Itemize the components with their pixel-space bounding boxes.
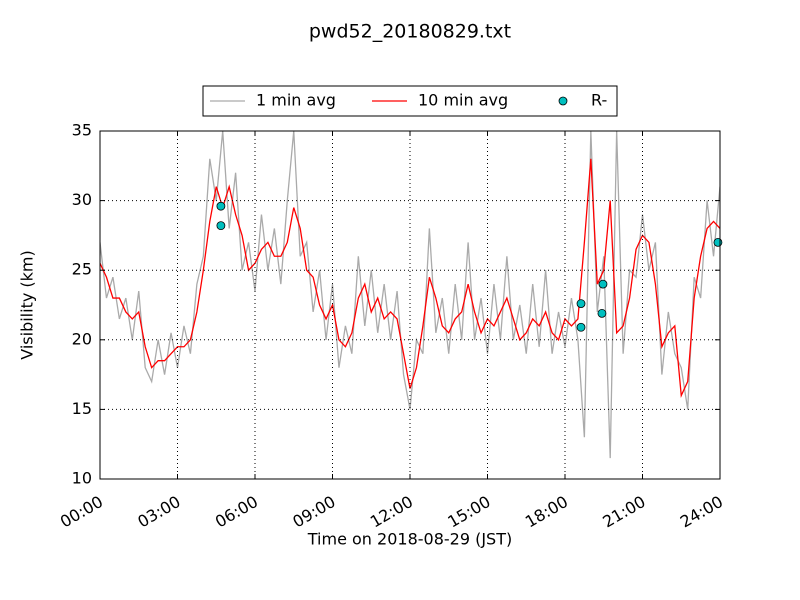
y-tick-label: 25	[72, 260, 92, 279]
scatter-point	[597, 308, 607, 318]
y-tick-label: 30	[72, 190, 92, 209]
plot-area	[100, 131, 720, 459]
y-tick-label: 15	[72, 399, 92, 418]
chart-title: pwd52_20180829.txt	[309, 21, 511, 43]
series-line	[100, 158, 720, 398]
scatter-point	[216, 221, 226, 231]
legend-label: R-	[591, 91, 607, 110]
scatter-point	[576, 322, 586, 332]
legend-label: 1 min avg	[256, 91, 336, 110]
scatter-point	[598, 279, 608, 289]
series-line	[100, 131, 720, 459]
y-tick-label: 20	[72, 329, 92, 348]
x-axis-label: Time on 2018-08-29 (JST)	[307, 530, 512, 549]
y-tick-label: 35	[72, 121, 92, 140]
legend-marker	[558, 96, 568, 106]
scatter-point	[713, 237, 723, 247]
legend-label: 10 min avg	[418, 91, 508, 110]
plot-frame	[99, 130, 721, 480]
scatter-point	[216, 201, 226, 211]
legend-box	[202, 85, 618, 117]
scatter-point	[576, 299, 586, 309]
y-tick-label: 10	[72, 469, 92, 488]
y-axis-label: Visibility (km)	[18, 250, 37, 359]
